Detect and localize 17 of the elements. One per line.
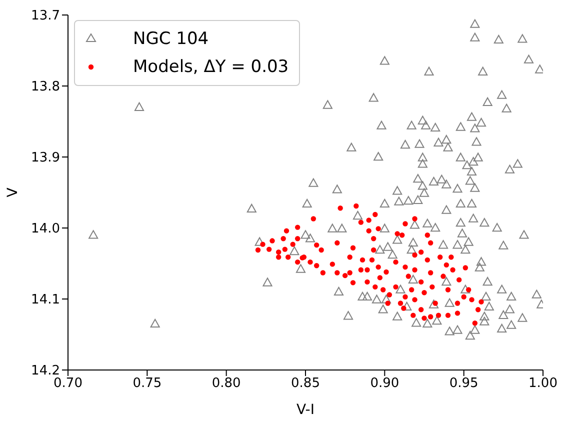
y-tick-label: 14.0: [31, 222, 60, 237]
x-tick-label: 0.75: [132, 376, 162, 392]
y-axis-title: V: [4, 187, 21, 198]
x-tick-label: 0.70: [54, 376, 82, 392]
x-tick-label: 0.95: [449, 376, 478, 392]
x-tick-label: 0.80: [212, 376, 241, 392]
x-tick-label: 0.90: [370, 376, 400, 392]
y-tick-label: 13.7: [31, 8, 60, 24]
legend-label: NGC 104: [133, 29, 209, 49]
legend-label: Models, ΔY = 0.03: [133, 57, 289, 77]
y-tick-label: 13.9: [31, 150, 60, 166]
x-tick-label: 0.85: [291, 376, 320, 392]
y-tick-label: 13.8: [31, 80, 60, 95]
x-tick-label: 1.00: [528, 376, 558, 392]
y-tick-label: 14.2: [31, 364, 60, 379]
y-tick-label: 14.1: [31, 292, 60, 308]
x-axis-title: V-I: [296, 402, 314, 418]
